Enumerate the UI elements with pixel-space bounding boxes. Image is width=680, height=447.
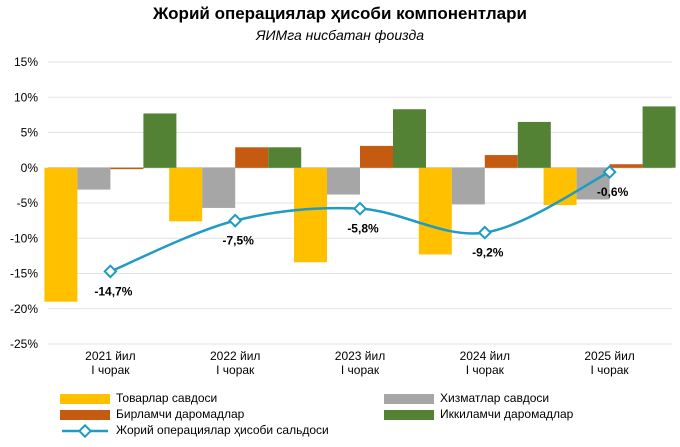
y-tick-label: 5% (21, 126, 39, 140)
x-tick-label: 2022 йил (210, 349, 260, 363)
balance-marker (228, 213, 243, 228)
legend-swatch (60, 394, 110, 404)
balance-data-label: -7,5% (223, 234, 255, 248)
x-tick-label: I чорак (216, 363, 255, 377)
x-tick-label: I чорак (91, 363, 130, 377)
chart-title: Жорий операциялар ҳисоби компонентлари (153, 4, 527, 23)
balance-marker (477, 225, 492, 240)
balance-data-label: -14,7% (94, 284, 132, 298)
legend-swatch (60, 410, 110, 420)
y-tick-label: -15% (10, 267, 38, 281)
y-tick-label: -25% (10, 337, 38, 351)
y-tick-label: 15% (14, 55, 38, 69)
bar (517, 121, 551, 168)
bar (294, 167, 327, 263)
bar (44, 167, 78, 302)
x-tick-label: I чорак (466, 363, 505, 377)
y-tick-label: -10% (10, 231, 38, 245)
chart-subtitle: ЯИМга нисбатан фоизда (256, 27, 424, 43)
x-tick-label: 2023 йил (335, 349, 385, 363)
bar (268, 147, 302, 168)
balance-data-label: -5,8% (347, 222, 379, 236)
legend-label: Хизматлар савдоси (440, 391, 550, 405)
bar (169, 167, 203, 222)
y-tick-label: -20% (10, 302, 38, 316)
bar (143, 113, 177, 168)
balance-marker (352, 201, 368, 216)
bar (202, 167, 236, 208)
x-tick-label: 2021 йил (85, 349, 135, 363)
bar (393, 109, 426, 168)
balance-marker (602, 164, 617, 180)
legend-swatch (384, 394, 434, 404)
bar (235, 147, 269, 168)
bar (543, 167, 577, 206)
legend-label: Бирламчи даромадлар (116, 407, 245, 421)
legend-label: Товарлар савдоси (116, 391, 218, 405)
legend-line-swatch (62, 423, 108, 439)
bar (642, 106, 676, 168)
legend-swatch (384, 410, 434, 420)
bar (110, 167, 144, 170)
bar (451, 167, 485, 205)
x-tick-label: I чорак (341, 363, 380, 377)
balance-data-label: -9,2% (472, 246, 504, 260)
x-tick-label: 2025 йил (584, 349, 634, 363)
legend-label: Иккиламчи даромадлар (440, 407, 574, 421)
y-tick-label: 10% (14, 90, 38, 104)
bar (609, 164, 643, 168)
bar (360, 145, 393, 168)
bar (484, 155, 518, 168)
y-tick-label: -5% (17, 196, 39, 210)
legend-label: Жорий операциялар ҳисоби сальдоси (116, 423, 329, 437)
balance-marker (103, 264, 118, 279)
bar (77, 167, 111, 190)
bar (418, 167, 452, 255)
y-tick-label: 0% (21, 161, 39, 175)
x-tick-label: 2024 йил (460, 349, 510, 363)
bar (327, 167, 360, 195)
x-tick-label: I чорак (590, 363, 629, 377)
balance-data-label: -0,6% (597, 185, 629, 199)
